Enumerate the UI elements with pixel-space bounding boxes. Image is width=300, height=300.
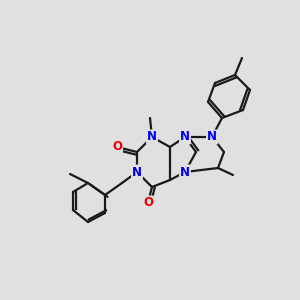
Text: N: N [132, 166, 142, 178]
Text: O: O [112, 140, 122, 154]
Text: N: N [180, 166, 190, 178]
Text: N: N [207, 130, 217, 143]
Text: N: N [147, 130, 157, 143]
Text: N: N [180, 130, 190, 143]
Text: O: O [143, 196, 153, 209]
